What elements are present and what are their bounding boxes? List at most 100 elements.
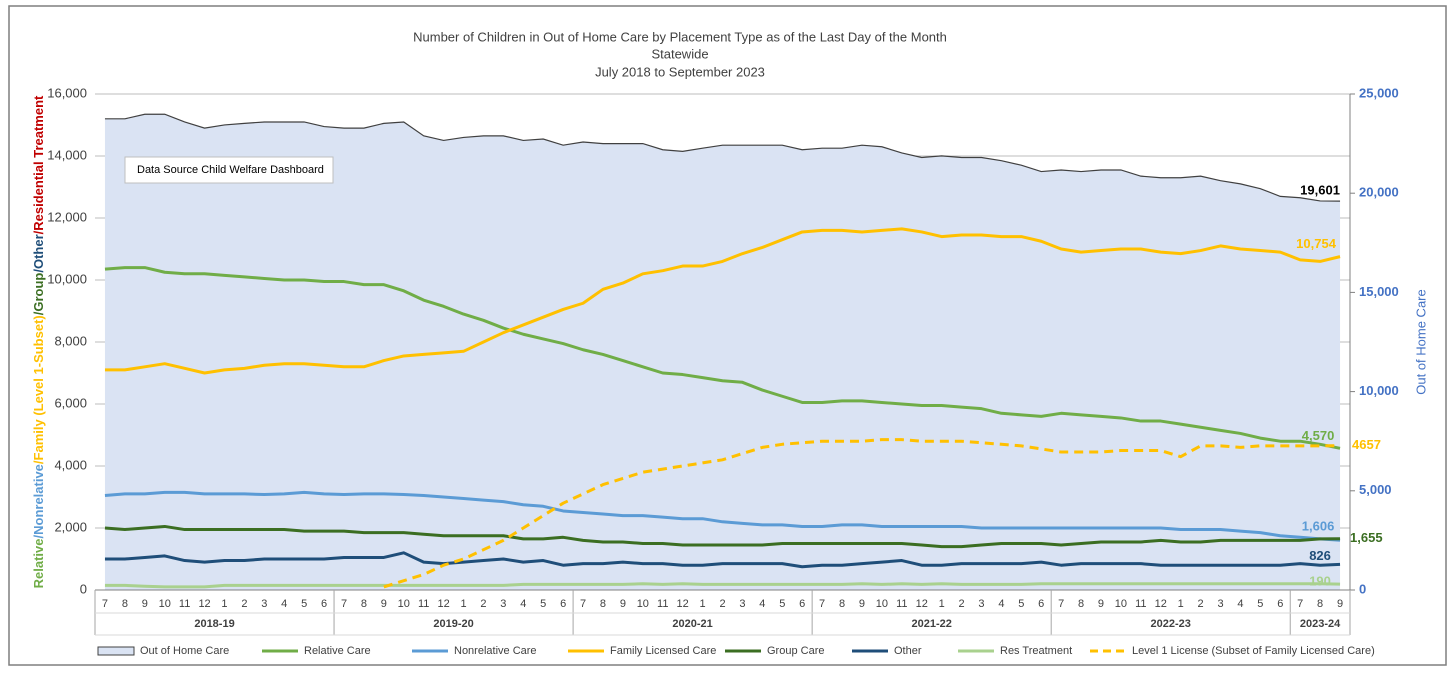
x-tick-label: 3 — [978, 598, 984, 610]
x-tick-label: 1 — [939, 598, 945, 610]
legend-swatch — [97, 646, 135, 656]
x-tick-label: 5 — [779, 598, 785, 610]
y-axis-label-part: /Group — [31, 273, 46, 316]
x-tick-label: 9 — [142, 598, 148, 610]
data-label: 10,754 — [1296, 236, 1337, 251]
legend-label: Family Licensed Care — [610, 645, 716, 657]
chart-subtitle: July 2018 to September 2023 — [595, 64, 765, 79]
x-tick-label: 9 — [859, 598, 865, 610]
y-tick-label: 16,000 — [47, 85, 87, 100]
x-tick-label: 10 — [876, 598, 888, 610]
x-tick-label: 8 — [122, 598, 128, 610]
x-tick-label: 2 — [241, 598, 247, 610]
y-axis-label-part: /Other — [31, 234, 46, 272]
x-tick-label: 4 — [1237, 598, 1243, 610]
x-tick-label: 5 — [301, 598, 307, 610]
x-group-label: 2019-20 — [433, 618, 473, 630]
y-tick-label: 12,000 — [47, 209, 87, 224]
x-group-label: 2023-24 — [1300, 618, 1341, 630]
x-tick-label: 1 — [221, 598, 227, 610]
x-tick-label: 8 — [839, 598, 845, 610]
x-tick-label: 2 — [958, 598, 964, 610]
x-tick-label: 4 — [281, 598, 287, 610]
x-tick-label: 10 — [1115, 598, 1127, 610]
y-tick-label: 10,000 — [47, 271, 87, 286]
chart-subtitle: Statewide — [651, 46, 708, 61]
y-tick-label: 6,000 — [54, 395, 87, 410]
x-tick-label: 11 — [179, 598, 190, 610]
data-label: 4657 — [1352, 437, 1381, 452]
x-tick-label: 8 — [361, 598, 367, 610]
x-tick-label: 7 — [1297, 598, 1303, 610]
x-tick-label: 10 — [637, 598, 649, 610]
x-tick-label: 6 — [1277, 598, 1283, 610]
x-tick-label: 3 — [500, 598, 506, 610]
x-tick-label: 5 — [1257, 598, 1263, 610]
y-axis-label: Relative/Nonrelative/Family (Level 1-Sub… — [31, 95, 46, 588]
line — [104, 266, 1341, 450]
x-tick-label: 9 — [1098, 598, 1104, 610]
y2-tick-label: 25,000 — [1359, 85, 1399, 100]
data-label: 1,655 — [1350, 530, 1383, 545]
y2-tick-label: 0 — [1359, 581, 1366, 596]
x-tick-label: 5 — [540, 598, 546, 610]
x-tick-label: 3 — [1217, 598, 1223, 610]
y2-tick-label: 5,000 — [1359, 482, 1392, 497]
x-tick-label: 2 — [719, 598, 725, 610]
x-tick-label: 2 — [480, 598, 486, 610]
legend-label: Group Care — [767, 645, 824, 657]
x-tick-label: 9 — [1337, 598, 1343, 610]
y-tick-label: 2,000 — [54, 519, 87, 534]
x-tick-label: 10 — [159, 598, 171, 610]
y2-axis-label: Out of Home Care — [1413, 289, 1428, 395]
x-group-label: 2020-21 — [672, 618, 712, 630]
x-tick-label: 11 — [418, 598, 429, 610]
legend-label: Relative Care — [304, 645, 371, 657]
y-tick-label: 8,000 — [54, 333, 87, 348]
x-tick-label: 6 — [1038, 598, 1044, 610]
x-tick-label: 12 — [437, 598, 449, 610]
data-label: 190 — [1309, 574, 1331, 589]
x-tick-label: 7 — [102, 598, 108, 610]
data-label: 1,606 — [1302, 519, 1335, 534]
y-axis-label-part: /Family (Level 1-Subset) — [31, 315, 46, 464]
data-label: 826 — [1309, 548, 1331, 563]
legend-label: Res Treatment — [1000, 645, 1072, 657]
line — [383, 438, 1341, 589]
x-tick-label: 6 — [321, 598, 327, 610]
annotation: Data Source Child Welfare Dashboard — [137, 164, 324, 176]
y-axis-label-part: /Residential Treatment — [31, 95, 46, 234]
y2-tick-label: 15,000 — [1359, 284, 1399, 299]
x-tick-label: 3 — [739, 598, 745, 610]
x-tick-label: 12 — [1155, 598, 1167, 610]
x-tick-label: 12 — [916, 598, 928, 610]
x-tick-label: 11 — [896, 598, 907, 610]
data-label: 4,570 — [1302, 428, 1335, 443]
x-tick-label: 8 — [1078, 598, 1084, 610]
x-tick-label: 10 — [398, 598, 410, 610]
line — [104, 582, 1341, 589]
x-tick-label: 12 — [677, 598, 689, 610]
x-tick-label: 6 — [799, 598, 805, 610]
x-tick-label: 7 — [580, 598, 586, 610]
x-tick-label: 7 — [1058, 598, 1064, 610]
x-group-label: 2022-23 — [1151, 618, 1191, 630]
x-tick-label: 8 — [600, 598, 606, 610]
data-label: 19,601 — [1300, 183, 1340, 198]
x-tick-label: 3 — [261, 598, 267, 610]
x-tick-label: 7 — [341, 598, 347, 610]
y-tick-label: 0 — [80, 581, 87, 596]
y-axis-label-part: /Nonrelative — [31, 464, 46, 538]
x-tick-label: 12 — [198, 598, 210, 610]
legend-label: Level 1 License (Subset of Family Licens… — [1132, 645, 1375, 657]
y-tick-label: 4,000 — [54, 457, 87, 472]
area-outline — [104, 113, 1341, 202]
x-tick-label: 9 — [381, 598, 387, 610]
legend-label: Nonrelative Care — [454, 645, 537, 657]
y-tick-label: 14,000 — [47, 147, 87, 162]
x-tick-label: 11 — [657, 598, 668, 610]
x-tick-label: 5 — [1018, 598, 1024, 610]
y2-tick-label: 10,000 — [1359, 383, 1399, 398]
